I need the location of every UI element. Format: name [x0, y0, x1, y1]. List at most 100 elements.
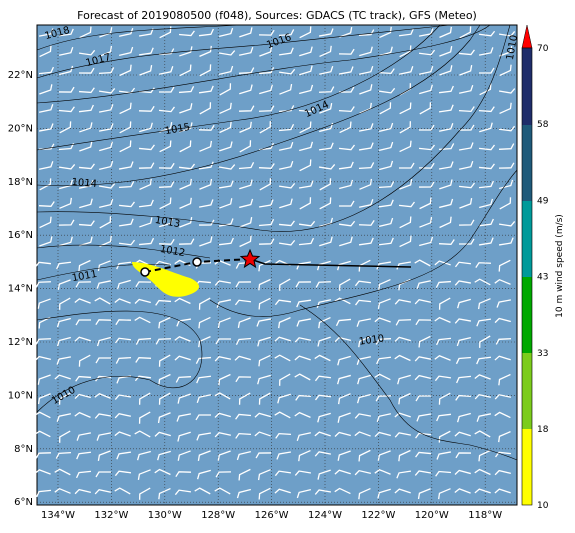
lon-label: 128°W	[201, 510, 235, 521]
wind-barb	[416, 413, 432, 422]
wind-barb	[436, 451, 452, 460]
wind-barb	[419, 102, 432, 115]
wind-barb	[478, 67, 495, 74]
wind-barb	[298, 237, 315, 246]
wind-barb	[119, 46, 134, 57]
wind-barb	[258, 105, 275, 112]
wind-barb	[198, 199, 214, 208]
wind-barb	[54, 468, 71, 476]
wind-barb	[454, 261, 472, 268]
wind-barb	[78, 67, 95, 74]
wind-barb	[318, 86, 335, 93]
wind-barb	[498, 162, 515, 169]
wind-barb	[319, 45, 332, 58]
wind-barb	[78, 163, 95, 170]
wind-barb	[338, 48, 355, 55]
wind-barb	[236, 450, 251, 461]
wind-barb	[157, 450, 171, 461]
lat-label: 22°N	[8, 70, 33, 81]
wind-barb	[414, 259, 431, 267]
wind-barb	[217, 450, 231, 461]
lon-label: 124°W	[308, 510, 342, 521]
colorbar-frame	[521, 47, 533, 506]
wind-barb	[415, 451, 432, 458]
wind-barb	[115, 356, 132, 364]
wind-barb	[276, 451, 292, 460]
wind-barb	[498, 237, 514, 246]
isobar-label: 1011	[71, 269, 98, 284]
wind-barb	[99, 160, 114, 171]
wind-barb	[394, 354, 411, 362]
wind-barb	[176, 318, 192, 327]
wind-barb	[158, 373, 171, 386]
wind-barb	[418, 144, 435, 151]
wind-barb	[177, 450, 191, 461]
wind-barb	[379, 141, 394, 151]
wind-barb	[158, 316, 171, 329]
wind-barb	[34, 469, 51, 475]
wind-barb	[414, 298, 431, 305]
wind-barb	[334, 431, 351, 437]
lat-label: 10°N	[8, 390, 33, 401]
wind-barb	[358, 237, 374, 246]
wind-barb	[235, 413, 252, 420]
wind-barb	[98, 123, 114, 132]
wind-barb	[117, 279, 131, 290]
wind-barb	[259, 46, 273, 57]
wind-barb	[494, 451, 512, 458]
wind-barb	[236, 488, 251, 499]
wind-barb	[499, 102, 512, 115]
wind-barb	[58, 143, 75, 151]
wind-barb	[219, 141, 233, 152]
wind-barb	[57, 279, 71, 290]
wind-barb	[139, 178, 152, 191]
track-point	[140, 267, 150, 277]
wind-barb	[338, 200, 355, 207]
wind-barb	[358, 219, 375, 226]
colorbar-tick-label: 18	[537, 425, 549, 435]
wind-barb	[458, 124, 475, 131]
wind-barb	[134, 298, 151, 304]
wind-barb	[494, 278, 511, 285]
colorbar-segment	[522, 201, 532, 277]
wind-barb	[114, 487, 131, 495]
wind-barb	[376, 413, 392, 423]
wind-barb	[34, 430, 51, 438]
lat-label: 6°N	[14, 497, 33, 508]
wind-barb	[439, 179, 453, 190]
wind-barb	[314, 354, 331, 362]
isobar	[299, 304, 518, 461]
wind-barb	[454, 318, 472, 324]
wind-barb	[194, 487, 211, 495]
wind-barb	[38, 316, 51, 329]
wind-barb	[399, 121, 411, 134]
wind-barb	[94, 297, 111, 305]
wind-barb	[394, 488, 411, 494]
lat-label: 14°N	[8, 284, 33, 295]
wind-barb	[294, 373, 311, 381]
wind-barb	[399, 235, 412, 248]
wind-barb	[478, 30, 496, 37]
wind-barb	[399, 102, 412, 115]
wind-barb	[198, 161, 214, 170]
wind-barb	[199, 64, 212, 77]
wind-barb	[499, 197, 512, 210]
wind-barb	[119, 64, 132, 77]
wind-barb	[198, 316, 211, 329]
wind-barb	[498, 431, 511, 443]
wind-barb	[54, 374, 71, 380]
wind-barb	[75, 375, 92, 382]
lon-label: 126°W	[255, 510, 289, 521]
wind-barb	[58, 86, 75, 93]
wind-barb	[179, 140, 192, 153]
wind-barb	[378, 199, 394, 208]
lat-label: 16°N	[8, 230, 33, 241]
wind-barb	[438, 297, 451, 310]
wind-barb	[374, 431, 391, 437]
wind-barb	[478, 144, 496, 151]
wind-barb	[336, 374, 351, 385]
lon-label: 134°W	[41, 510, 75, 521]
wind-barb	[456, 412, 471, 423]
wind-barb	[279, 373, 291, 386]
wind-barb	[478, 163, 495, 170]
